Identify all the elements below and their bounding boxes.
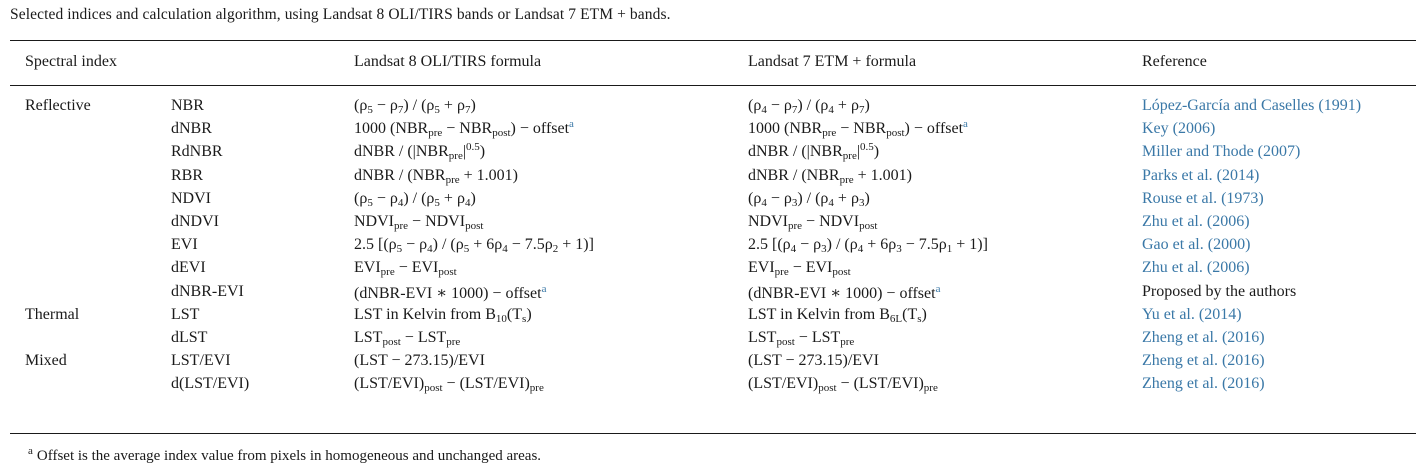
index-name: NBR: [171, 97, 204, 114]
landsat7-formula: NDVIpre − NDVIpost: [748, 213, 878, 232]
reference-link[interactable]: López-García and Caselles (1991): [1142, 97, 1362, 114]
landsat7-formula: (LST − 273.15)/EVI: [748, 352, 879, 370]
landsat7-formula: 2.5 [(ρ4 − ρ3) / (ρ4 + 6ρ3 − 7.5ρ1 + 1)]: [748, 236, 988, 256]
reference-link[interactable]: Zhu et al. (2006): [1142, 259, 1250, 277]
landsat7-formula: LST in Kelvin from B6L(Ts): [748, 305, 927, 325]
row-category: Thermal: [25, 305, 80, 323]
landsat8-formula: (ρ5 − ρ7) / (ρ5 + ρ7): [354, 97, 476, 116]
reference-link[interactable]: Zheng et al. (2016): [1142, 352, 1265, 370]
landsat8-formula: dNBR / (NBRpre + 1.001): [354, 166, 518, 186]
landsat7-formula: (ρ4 − ρ7) / (ρ4 + ρ7): [748, 97, 870, 116]
landsat8-formula: LST in Kelvin from B10(Ts): [354, 305, 532, 325]
reference-link[interactable]: Yu et al. (2014): [1142, 305, 1242, 323]
index-name: dNDVI: [171, 213, 219, 230]
header-spectral-index: Spectral index: [25, 53, 117, 70]
index-name: EVI: [171, 236, 198, 254]
header-rule: [10, 85, 1416, 86]
landsat8-formula: (ρ5 − ρ4) / (ρ5 + ρ4): [354, 189, 476, 209]
landsat7-formula: EVIpre − EVIpost: [748, 259, 851, 279]
bottom-rule: [10, 433, 1416, 435]
landsat8-formula: (LST − 273.15)/EVI: [354, 352, 485, 370]
reference-link[interactable]: Parks et al. (2014): [1142, 166, 1260, 184]
index-name: dNBR: [171, 120, 212, 138]
landsat8-formula: EVIpre − EVIpost: [354, 259, 457, 279]
row-category: Reflective: [25, 97, 91, 114]
index-name: dNBR-EVI: [171, 282, 244, 300]
landsat7-formula: dNBR / (|NBRpre|0.5): [748, 141, 880, 163]
landsat8-formula: LSTpost − LSTpre: [354, 329, 461, 348]
landsat7-formula: 1000 (NBRpre − NBRpost) − offseta: [748, 118, 968, 140]
landsat8-formula: 1000 (NBRpre − NBRpost) − offseta: [354, 118, 574, 140]
index-name: dLST: [171, 329, 208, 346]
landsat7-formula: LSTpost − LSTpre: [748, 329, 855, 348]
top-rule: [10, 40, 1416, 42]
index-name: NDVI: [171, 189, 211, 207]
landsat8-formula: 2.5 [(ρ5 − ρ4) / (ρ5 + 6ρ4 − 7.5ρ2 + 1)]: [354, 236, 594, 256]
landsat8-formula: dNBR / (|NBRpre|0.5): [354, 141, 486, 163]
reference-link[interactable]: Zhu et al. (2006): [1142, 213, 1250, 230]
landsat7-formula: (LST/EVI)post − (LST/EVI)pre: [748, 375, 938, 395]
reference-link[interactable]: Rouse et al. (1973): [1142, 189, 1264, 207]
index-name: dEVI: [171, 259, 206, 277]
landsat8-formula: (dNBR-EVI ∗ 1000) − offseta: [354, 282, 547, 302]
footnote: a Offset is the average index value from …: [28, 445, 542, 465]
reference-text: Proposed by the authors: [1142, 282, 1297, 300]
index-name: LST: [171, 305, 200, 323]
index-name: LST/EVI: [171, 352, 231, 370]
reference-link[interactable]: Zheng et al. (2016): [1142, 329, 1265, 346]
index-name: d(LST/EVI): [171, 375, 250, 393]
landsat8-formula: NDVIpre − NDVIpost: [354, 213, 484, 232]
row-category: Mixed: [25, 352, 67, 370]
index-name: RdNBR: [171, 143, 223, 161]
landsat7-formula: (ρ4 − ρ3) / (ρ4 + ρ3): [748, 189, 870, 209]
footnote-mark: a: [28, 445, 33, 457]
landsat7-formula: (dNBR-EVI ∗ 1000) − offseta: [748, 282, 941, 302]
reference-link[interactable]: Gao et al. (2000): [1142, 236, 1251, 254]
header-landsat7-formula: Landsat 7 ETM + formula: [748, 53, 917, 70]
landsat7-formula: dNBR / (NBRpre + 1.001): [748, 166, 912, 186]
reference-link[interactable]: Zheng et al. (2016): [1142, 375, 1265, 393]
header-landsat8-formula: Landsat 8 OLI/TIRS formula: [354, 53, 542, 70]
footnote-text: Offset is the average index value from p…: [36, 448, 542, 464]
reference-link[interactable]: Miller and Thode (2007): [1142, 143, 1301, 161]
index-name: RBR: [171, 166, 204, 184]
landsat8-formula: (LST/EVI)post − (LST/EVI)pre: [354, 375, 544, 395]
table-caption: Selected indices and calculation algorit…: [10, 6, 671, 23]
reference-link[interactable]: Key (2006): [1142, 120, 1216, 138]
header-reference: Reference: [1142, 53, 1207, 70]
